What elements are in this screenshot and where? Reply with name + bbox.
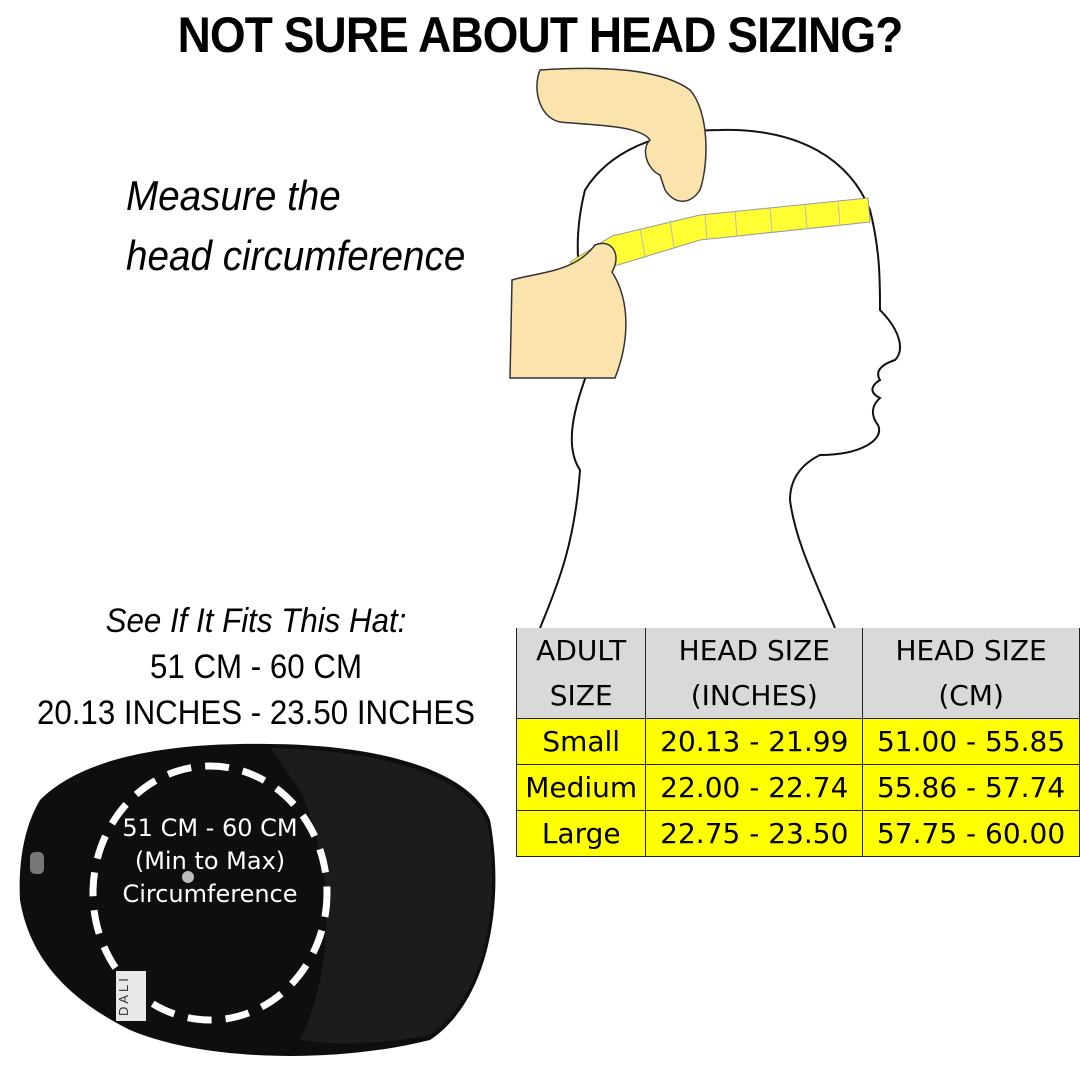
lower-hand: [509, 242, 627, 379]
header-adult-size: ADULT SIZE: [515, 628, 647, 719]
inches-cell: 22.75 - 23.50: [645, 810, 864, 857]
size-chart-table: ADULT SIZE HEAD SIZE (INCHES) HEAD SIZE (CM…: [515, 628, 1080, 857]
table-row: Medium 22.00 - 22.74 55.86 - 57.74: [515, 764, 1080, 811]
cm-cell: 51.00 - 55.85: [862, 718, 1080, 765]
size-cell: Large: [515, 810, 647, 857]
hat-fit-info: See If It Fits This Hat: 51 CM - 60 CM 2…: [0, 598, 512, 736]
hat-fit-heading: See If It Fits This Hat:: [105, 602, 407, 640]
header-head-size-inches: HEAD SIZE (INCHES): [645, 628, 864, 719]
hat-fit-inches: 20.13 INCHES - 23.50 INCHES: [36, 694, 476, 732]
instruction-line-2: head circumference: [126, 232, 466, 279]
page-title: NOT SURE ABOUT HEAD SIZING?: [177, 7, 904, 63]
table-header-row: ADULT SIZE HEAD SIZE (INCHES) HEAD SIZE (CM…: [515, 628, 1080, 719]
hat-label-line-3: Circumference: [122, 880, 298, 908]
brand-tag: DALI: [116, 971, 146, 1021]
size-cell: Small: [515, 718, 647, 765]
hat-circumference-label: 51 CM - 60 CM (Min to Max) Circumference: [100, 812, 320, 911]
hat-fit-cm: 51 CM - 60 CM: [149, 648, 363, 686]
hat-label-line-1: 51 CM - 60 CM: [122, 814, 298, 842]
inches-cell: 20.13 - 21.99: [645, 718, 864, 765]
table-row: Large 22.75 - 23.50 57.75 - 60.00: [515, 810, 1080, 857]
upper-hand: [536, 67, 707, 202]
cm-cell: 57.75 - 60.00: [862, 810, 1080, 857]
header-head-size-cm: HEAD SIZE (CM): [862, 628, 1080, 719]
table-row: Small 20.13 - 21.99 51.00 - 55.85: [515, 718, 1080, 765]
hat-label-line-2: (Min to Max): [134, 847, 286, 875]
instruction-text: Measure the head circumference: [126, 166, 465, 286]
size-cell: Medium: [515, 764, 647, 811]
inches-cell: 22.00 - 22.74: [645, 764, 864, 811]
cm-cell: 55.86 - 57.74: [862, 764, 1080, 811]
instruction-line-1: Measure the: [126, 172, 341, 219]
